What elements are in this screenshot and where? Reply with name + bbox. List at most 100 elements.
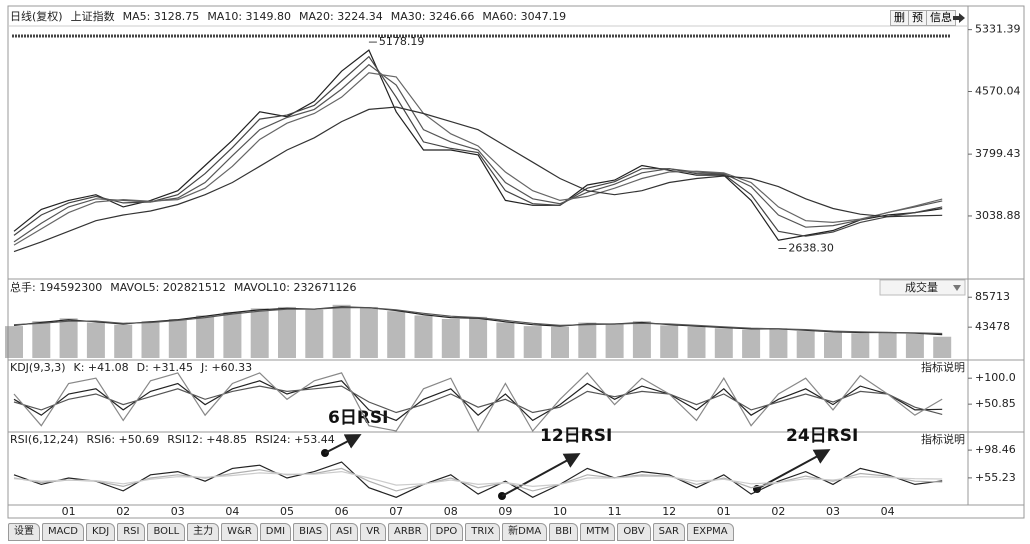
- y-tick-label: +100.0: [975, 371, 1016, 384]
- x-tick-label: 02: [116, 505, 130, 518]
- bar: [742, 329, 761, 358]
- legend-entry: D: +31.45: [137, 361, 193, 374]
- bar: [551, 326, 569, 358]
- bar: [223, 311, 242, 358]
- tab[interactable]: TRIX: [465, 523, 501, 541]
- tab[interactable]: SAR: [652, 523, 685, 541]
- x-tick-label: 11: [608, 505, 622, 518]
- x-tick-label: 01: [62, 505, 76, 518]
- bar: [469, 316, 488, 358]
- legend-entry: MAVOL10: 232671126: [234, 281, 357, 294]
- x-tick-label: 01: [717, 505, 731, 518]
- annotation-label: 2638.30: [788, 242, 834, 255]
- y-tick-label: +98.46: [975, 443, 1016, 456]
- button[interactable]: 删: [890, 10, 909, 26]
- tab[interactable]: VR: [360, 523, 387, 541]
- y-tick-label: 85713: [975, 290, 1010, 303]
- bar: [278, 306, 296, 358]
- tab[interactable]: W&R: [221, 523, 258, 541]
- help-link[interactable]: 指标说明: [921, 360, 965, 374]
- bar: [32, 321, 51, 358]
- series-line: [13, 63, 943, 243]
- bar: [933, 336, 952, 358]
- bar: [714, 328, 733, 358]
- tab[interactable]: OBV: [617, 523, 651, 541]
- series-line: [13, 106, 943, 253]
- tab[interactable]: 新DMA: [502, 523, 548, 541]
- tab[interactable]: BIAS: [293, 523, 329, 541]
- callout-label: 24日RSI: [786, 426, 858, 446]
- callout-arrow: [324, 434, 362, 454]
- series-line: [13, 49, 943, 241]
- bar: [441, 319, 460, 358]
- callout-arrow: [501, 453, 581, 497]
- legend-entry: MA5: 3128.75: [123, 10, 200, 23]
- bar: [414, 315, 433, 358]
- bar: [387, 311, 406, 358]
- series-line: [13, 55, 943, 237]
- bar: [769, 328, 788, 358]
- expand-icon[interactable]: [952, 11, 966, 25]
- x-tick-label: 09: [498, 505, 512, 518]
- x-tick-label: 07: [389, 505, 403, 518]
- help-link[interactable]: 指标说明: [921, 432, 965, 446]
- dropdown-label[interactable]: 成交量: [905, 280, 938, 294]
- bar: [796, 331, 815, 358]
- tab[interactable]: 主力: [187, 523, 220, 541]
- bar: [141, 321, 160, 358]
- legend-entry: MA10: 3149.80: [207, 10, 291, 23]
- tab[interactable]: RSI: [117, 523, 146, 541]
- callout-label: 6日RSI: [328, 408, 389, 428]
- legend-entry: RSI(6,12,24): [10, 433, 78, 446]
- bar: [687, 326, 706, 358]
- x-tick-label: 04: [881, 505, 895, 518]
- series-line: [13, 461, 943, 498]
- bar: [86, 322, 105, 358]
- bar: [905, 333, 924, 358]
- tab[interactable]: 设置: [8, 523, 40, 541]
- bar: [523, 326, 542, 358]
- tab[interactable]: EXPMA: [686, 523, 734, 541]
- y-tick-label: +55.23: [975, 471, 1016, 484]
- tab-bar: 设置 MACD KDJ RSI BOLL 主力 W&R DMI BIAS ASI VR ARBR DPO…: [8, 523, 734, 541]
- legend-entry: MAVOL5: 202821512: [110, 281, 226, 294]
- x-tick-label: 08: [444, 505, 458, 518]
- legend-entry: MA60: 3047.19: [482, 10, 566, 23]
- bar: [878, 332, 897, 358]
- tab[interactable]: ASI: [330, 523, 359, 541]
- series-line: [13, 72, 943, 246]
- button[interactable]: 预: [908, 10, 927, 26]
- tab[interactable]: BBI: [549, 523, 578, 541]
- tab[interactable]: BOLL: [147, 523, 186, 541]
- bar: [359, 306, 378, 358]
- tab[interactable]: KDJ: [85, 523, 116, 541]
- series-line: [13, 467, 943, 492]
- tab[interactable]: ARBR: [388, 523, 428, 541]
- tab[interactable]: MACD: [42, 523, 84, 541]
- bar: [496, 322, 515, 358]
- legend-entry: 上证指数: [71, 9, 115, 23]
- bar: [605, 323, 624, 358]
- annotation-label: 5178.19: [379, 35, 425, 48]
- legend-entry: J: +60.33: [200, 361, 252, 374]
- tab[interactable]: DMI: [259, 523, 292, 541]
- tab[interactable]: MTM: [579, 523, 616, 541]
- legend-entry: 总手: 194592300: [10, 280, 102, 294]
- bar: [59, 318, 78, 358]
- legend-entry: MA30: 3246.66: [391, 10, 475, 23]
- tab[interactable]: DPO: [429, 523, 464, 541]
- x-tick-label: 06: [335, 505, 349, 518]
- bar: [168, 319, 187, 358]
- bar: [196, 315, 215, 358]
- series-line: [13, 385, 943, 415]
- legend-entry: RSI24: +53.44: [255, 433, 335, 446]
- bar: [5, 326, 23, 358]
- dropdown[interactable]: [879, 279, 966, 296]
- y-tick-label: 5331.39: [975, 23, 1021, 36]
- x-tick-label: 04: [225, 505, 239, 518]
- button[interactable]: 信息: [926, 10, 956, 26]
- y-tick-label: 43478: [975, 320, 1010, 333]
- rsi-callouts: 6日RSI 12日RSI 24日RSI: [321, 408, 858, 500]
- series-line: [13, 470, 943, 488]
